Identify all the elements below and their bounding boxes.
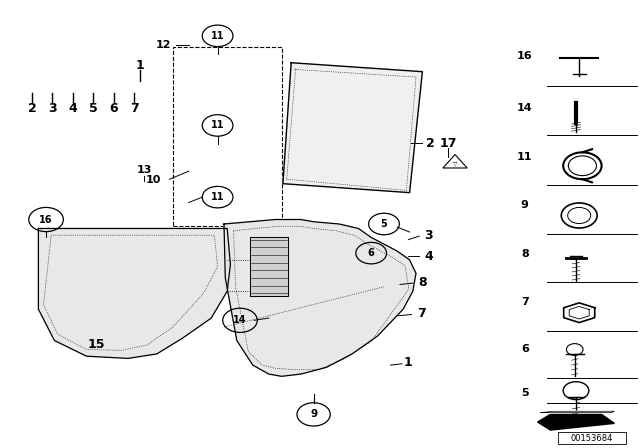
Text: 5: 5: [89, 102, 98, 116]
Text: 6: 6: [521, 345, 529, 354]
Text: 15: 15: [87, 338, 105, 352]
Text: 3: 3: [48, 102, 57, 116]
Text: 16: 16: [39, 215, 53, 224]
Text: 2: 2: [426, 137, 435, 150]
Text: 7: 7: [417, 307, 426, 320]
Polygon shape: [250, 237, 288, 296]
Polygon shape: [283, 63, 422, 193]
Text: 6: 6: [368, 248, 374, 258]
Text: 11: 11: [517, 152, 532, 162]
Polygon shape: [224, 220, 416, 376]
Text: 11: 11: [211, 31, 225, 41]
Text: 3: 3: [424, 228, 433, 242]
Text: 9: 9: [521, 200, 529, 210]
Text: 00153684: 00153684: [571, 434, 613, 443]
Text: 17: 17: [439, 137, 457, 150]
Text: 7: 7: [130, 102, 139, 116]
Bar: [558, 432, 626, 444]
Polygon shape: [538, 414, 614, 430]
Text: 8: 8: [521, 249, 529, 259]
Text: 9: 9: [310, 409, 317, 419]
Text: ▽: ▽: [453, 162, 457, 168]
Text: 1: 1: [404, 356, 413, 370]
Text: 14: 14: [517, 103, 532, 112]
Text: 16: 16: [517, 51, 532, 61]
Bar: [173, 47, 282, 226]
Text: 6: 6: [109, 102, 118, 116]
Text: 12: 12: [156, 40, 171, 50]
Text: 11: 11: [211, 121, 225, 130]
Text: 14: 14: [233, 315, 247, 325]
Text: 5: 5: [381, 219, 387, 229]
Polygon shape: [38, 228, 230, 358]
Text: 1: 1: [135, 59, 144, 73]
Text: 13: 13: [136, 165, 152, 175]
Text: 5: 5: [521, 388, 529, 398]
Text: 4: 4: [68, 102, 77, 116]
Text: 2: 2: [28, 102, 36, 116]
Text: 11: 11: [211, 192, 225, 202]
Text: 8: 8: [418, 276, 427, 289]
Polygon shape: [541, 411, 614, 413]
Text: 4: 4: [424, 250, 433, 263]
Text: 10: 10: [146, 175, 161, 185]
Text: 7: 7: [521, 297, 529, 306]
